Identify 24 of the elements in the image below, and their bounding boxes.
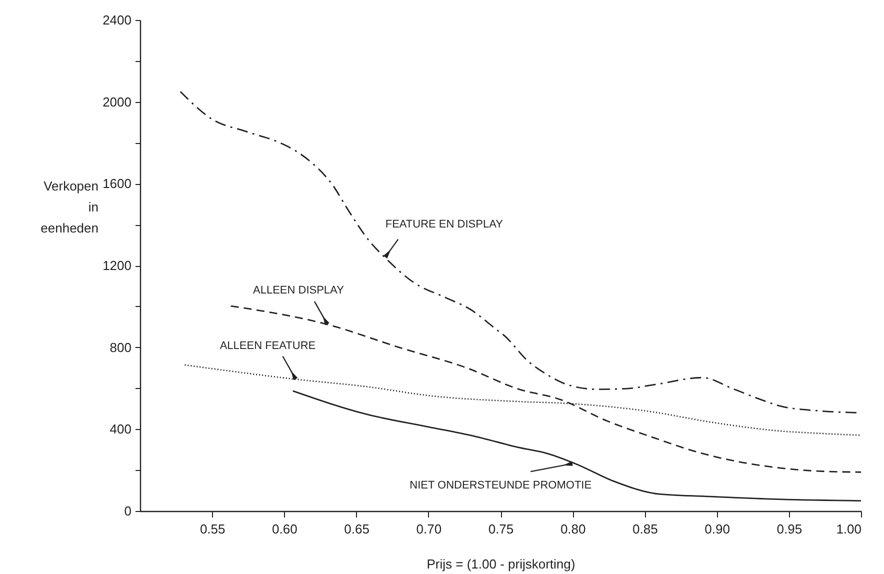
line-series	[292, 390, 862, 502]
y-tick-label: 800	[110, 340, 132, 355]
x-tick-label: 0.90	[704, 522, 730, 536]
x-tick-label: 0.85	[632, 522, 658, 536]
x-tick-label: 0.60	[272, 522, 298, 536]
x-axis-title: Prijs = (1.00 - prijskorting)	[426, 556, 576, 572]
x-tick-label: 0.55	[200, 522, 226, 536]
x-tick-label: 0.75	[488, 522, 514, 536]
y-axis-title: Verkopen in eenheden	[40, 178, 98, 236]
y-tick-label: 0	[124, 504, 132, 518]
x-tick-label: 0.95	[776, 522, 802, 536]
x-tick-label: 0.80	[560, 522, 586, 536]
annotation: FEATURE EN DISPLAY	[385, 218, 504, 230]
x-tick-label: 0.70	[416, 522, 442, 536]
x-tick-label: 0.65	[344, 522, 370, 536]
annotation: NIET ONDERSTEUNDE PROMOTIE	[410, 480, 592, 492]
y-tick-label: 2000	[102, 94, 132, 110]
y-tick-label: 2400	[102, 12, 132, 28]
annotation: ALLEEN DISPLAY	[253, 284, 345, 296]
y-tick-label: 1200	[102, 258, 132, 273]
annotation: ALLEEN FEATURE	[220, 340, 316, 352]
x-tick-label: 1.00	[836, 522, 862, 536]
y-tick-label: 400	[110, 422, 132, 437]
y-tick-label: 1600	[102, 176, 132, 192]
